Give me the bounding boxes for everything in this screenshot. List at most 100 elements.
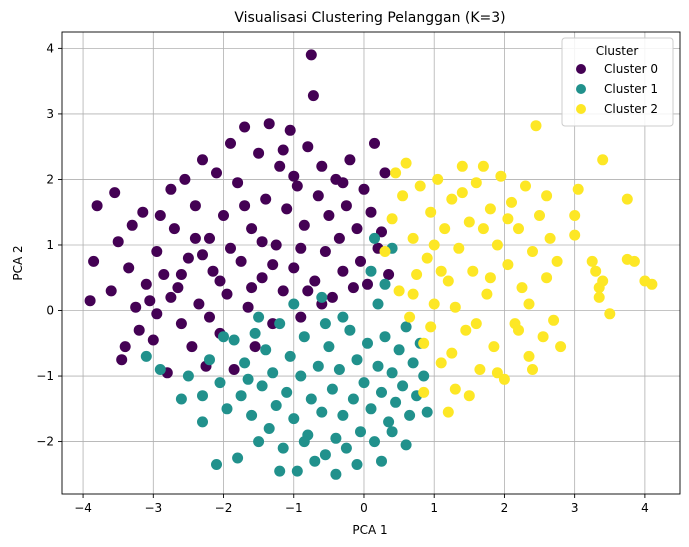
cluster-2-point [572, 183, 584, 195]
cluster-2-point [621, 193, 633, 205]
cluster-1-point [214, 377, 226, 389]
legend-label-cluster-2: Cluster 2 [604, 102, 658, 116]
cluster-1-point [218, 331, 229, 343]
cluster-0-point [383, 269, 395, 280]
cluster-1-point [221, 403, 233, 415]
cluster-2-point [453, 242, 465, 254]
cluster-1-point [295, 370, 307, 382]
cluster-2-point [604, 308, 616, 320]
legend-marker-cluster-0 [576, 64, 586, 74]
cluster-0-point [186, 341, 198, 353]
cluster-1-point [418, 370, 430, 382]
cluster-0-point [112, 236, 124, 248]
cluster-2-point [463, 216, 475, 228]
cluster-1-point [197, 390, 208, 402]
cluster-0-point [189, 232, 201, 244]
cluster-1-point [298, 331, 310, 343]
cluster-0-point [326, 291, 338, 303]
cluster-0-point [232, 177, 244, 189]
cluster-2-point [544, 232, 556, 244]
legend-title: Cluster [596, 44, 639, 58]
cluster-1-point [284, 350, 296, 362]
cluster-2-point [597, 275, 609, 287]
cluster-2-point [537, 331, 549, 343]
cluster-2-point [463, 390, 475, 402]
cluster-1-point [316, 406, 328, 418]
cluster-2-point [541, 190, 553, 202]
cluster-2-point [593, 291, 605, 303]
cluster-2-point [646, 278, 658, 290]
cluster-0-point [291, 180, 303, 192]
cluster-2-point [555, 341, 567, 353]
cluster-0-point [379, 167, 391, 179]
cluster-0-point [126, 219, 138, 231]
cluster-2-point [474, 364, 486, 375]
cluster-1-point [362, 337, 373, 349]
cluster-1-point [337, 311, 349, 323]
y-tick-label: −2 [36, 435, 54, 449]
cluster-0-point [116, 354, 128, 366]
cluster-2-point [460, 324, 472, 336]
cluster-2-point [502, 259, 514, 271]
cluster-1-point [330, 432, 342, 444]
cluster-1-point [340, 442, 352, 454]
y-tick-label: 3 [46, 107, 54, 121]
data-points [84, 49, 658, 480]
cluster-2-point [530, 120, 542, 132]
cluster-2-point [513, 223, 524, 235]
legend-marker-cluster-2 [576, 104, 586, 114]
x-tick-label: 0 [360, 501, 368, 515]
cluster-0-point [298, 219, 310, 231]
cluster-1-point [211, 459, 222, 470]
y-tick-label: 4 [46, 41, 54, 55]
cluster-0-point [319, 246, 331, 257]
cluster-0-point [302, 141, 314, 153]
x-tick-label: 4 [641, 501, 649, 515]
cluster-0-point [189, 200, 201, 212]
cluster-0-point [355, 255, 366, 267]
cluster-2-point [491, 367, 503, 379]
cluster-2-point [481, 288, 493, 300]
cluster-0-point [277, 144, 289, 156]
cluster-1-point [330, 468, 342, 480]
cluster-0-point [365, 206, 377, 218]
legend: Cluster Cluster 0 Cluster 1 Cluster 2 [561, 37, 674, 127]
cluster-1-point [383, 416, 395, 428]
cluster-2-point [404, 311, 416, 323]
cluster-1-point [204, 354, 215, 366]
cluster-2-point [428, 239, 440, 251]
cluster-0-point [351, 223, 363, 235]
cluster-0-point [333, 232, 345, 244]
cluster-1-point [386, 367, 398, 379]
cluster-2-point [523, 298, 535, 310]
cluster-0-point [347, 282, 359, 294]
cluster-0-point [284, 124, 296, 136]
cluster-1-point [333, 364, 345, 375]
cluster-0-point [316, 160, 328, 172]
cluster-1-point [390, 396, 402, 408]
cluster-0-point [337, 265, 349, 277]
cluster-0-point [182, 252, 194, 264]
cluster-0-point [288, 262, 300, 274]
cluster-0-point [256, 272, 268, 284]
cluster-0-point [225, 242, 236, 254]
cluster-2-point [470, 177, 482, 189]
cluster-2-point [428, 298, 440, 310]
cluster-0-point [344, 154, 356, 166]
cluster-2-point [477, 223, 489, 235]
cluster-0-point [154, 210, 166, 221]
cluster-0-point [207, 265, 219, 277]
cluster-0-point [239, 200, 251, 212]
y-tick-label: −1 [36, 369, 54, 383]
cluster-2-point [386, 213, 398, 225]
cluster-2-point [470, 318, 482, 330]
cluster-0-point [137, 206, 149, 218]
cluster-2-point [393, 285, 405, 297]
cluster-2-point [418, 386, 430, 398]
cluster-0-point [305, 49, 317, 61]
cluster-0-point [175, 318, 187, 330]
cluster-0-point [221, 288, 233, 300]
cluster-0-point [172, 282, 184, 294]
cluster-1-point [323, 341, 335, 353]
cluster-2-point [498, 373, 510, 385]
